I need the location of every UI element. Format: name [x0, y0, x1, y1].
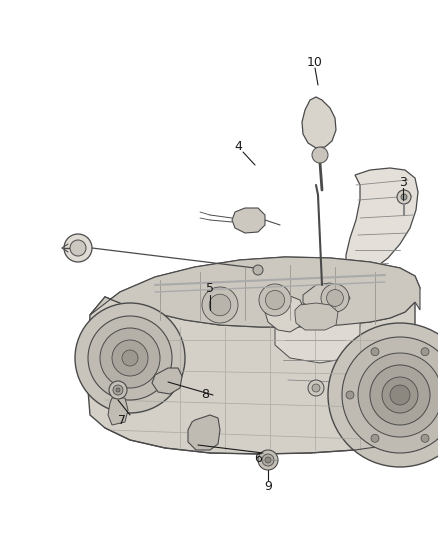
Circle shape — [321, 284, 349, 312]
Circle shape — [397, 190, 411, 204]
Circle shape — [75, 303, 185, 413]
Polygon shape — [242, 277, 387, 440]
Circle shape — [371, 348, 379, 356]
Circle shape — [371, 434, 379, 442]
Circle shape — [421, 434, 429, 442]
Circle shape — [312, 147, 328, 163]
Circle shape — [88, 316, 172, 400]
Text: 5: 5 — [206, 281, 214, 295]
Circle shape — [262, 454, 274, 466]
Circle shape — [258, 450, 278, 470]
Polygon shape — [265, 296, 305, 332]
Polygon shape — [108, 398, 128, 425]
Text: 10: 10 — [307, 55, 323, 69]
Polygon shape — [152, 368, 182, 394]
Circle shape — [342, 337, 438, 453]
Text: 3: 3 — [399, 175, 407, 189]
Circle shape — [70, 240, 86, 256]
Circle shape — [358, 353, 438, 437]
Circle shape — [64, 234, 92, 262]
Circle shape — [112, 340, 148, 376]
Polygon shape — [88, 297, 415, 454]
Circle shape — [100, 328, 160, 388]
Circle shape — [382, 377, 418, 413]
Text: 6: 6 — [254, 453, 262, 465]
Circle shape — [401, 194, 407, 200]
Polygon shape — [295, 303, 338, 330]
Text: 8: 8 — [201, 389, 209, 401]
Circle shape — [209, 294, 231, 316]
Circle shape — [113, 385, 123, 395]
Polygon shape — [90, 257, 420, 327]
Circle shape — [122, 350, 138, 366]
Circle shape — [421, 348, 429, 356]
Circle shape — [265, 457, 271, 463]
Circle shape — [312, 384, 320, 392]
Circle shape — [253, 265, 263, 275]
Circle shape — [116, 388, 120, 392]
Circle shape — [202, 287, 238, 323]
Circle shape — [327, 289, 343, 306]
Polygon shape — [188, 415, 220, 450]
Polygon shape — [303, 283, 350, 312]
Polygon shape — [232, 208, 265, 233]
Circle shape — [259, 284, 291, 316]
Polygon shape — [90, 257, 420, 327]
Circle shape — [390, 385, 410, 405]
Polygon shape — [346, 168, 418, 274]
Circle shape — [265, 290, 285, 310]
Polygon shape — [354, 274, 403, 322]
Text: 4: 4 — [234, 141, 242, 154]
Circle shape — [346, 391, 354, 399]
Circle shape — [109, 381, 127, 399]
Polygon shape — [302, 97, 336, 148]
Text: 9: 9 — [264, 481, 272, 494]
Polygon shape — [275, 293, 360, 363]
Circle shape — [308, 380, 324, 396]
Text: 7: 7 — [118, 415, 126, 427]
Circle shape — [328, 323, 438, 467]
Circle shape — [370, 365, 430, 425]
